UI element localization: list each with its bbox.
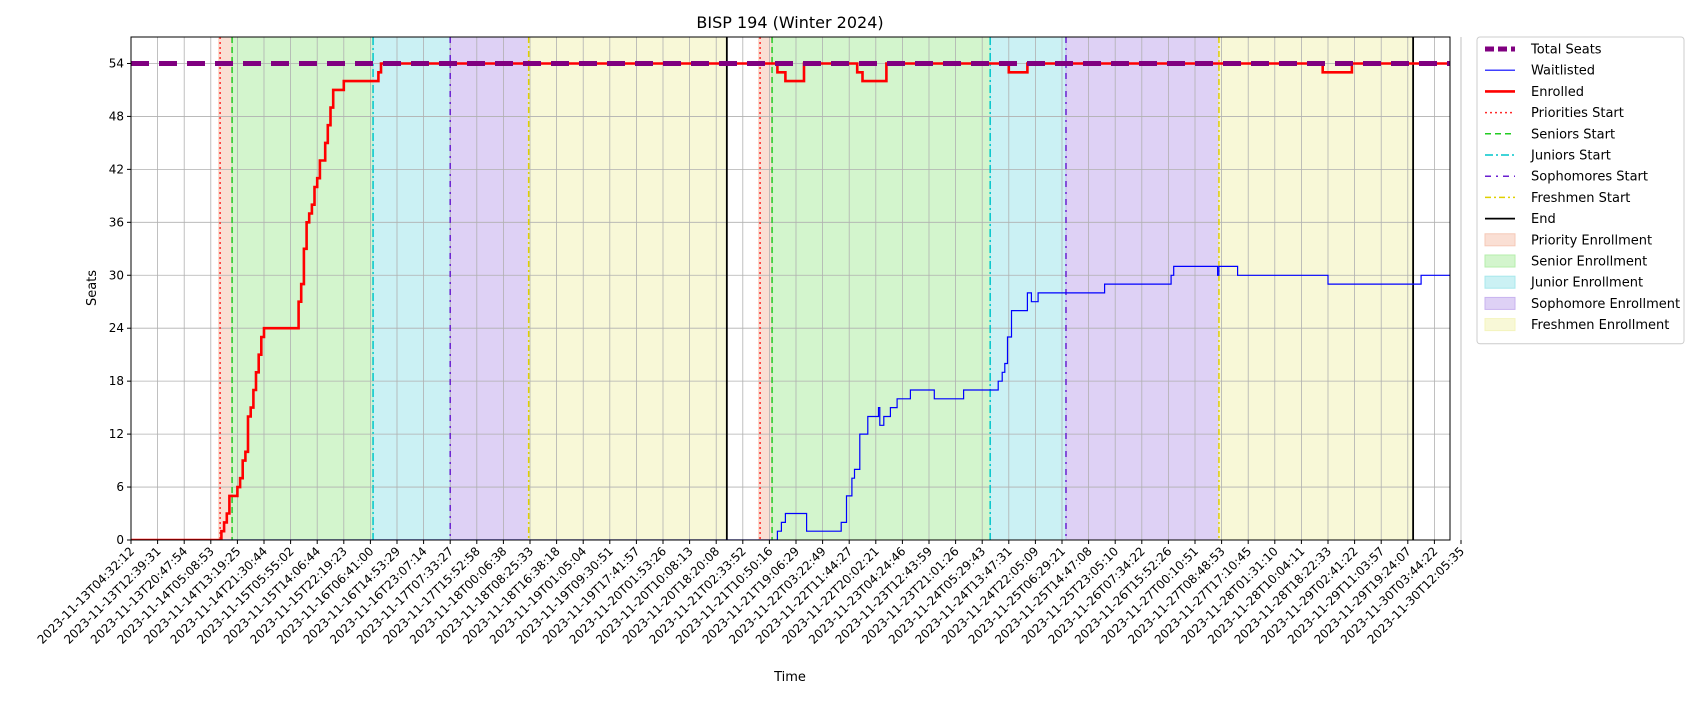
legend-swatch-patch — [1484, 275, 1516, 289]
legend-swatch-patch — [1484, 318, 1516, 332]
plot-frame — [130, 36, 1451, 541]
region-senior-enrollment — [771, 36, 991, 541]
legend-label: Senior Enrollment — [1531, 255, 1647, 270]
legend-label: Priority Enrollment — [1531, 233, 1652, 248]
region-freshmen-enrollment — [528, 36, 728, 541]
y-tick-label: 30 — [109, 268, 124, 282]
series-group — [131, 61, 1450, 540]
legend-label: Juniors Start — [1530, 149, 1611, 164]
x-axis-label: Time — [773, 670, 806, 685]
y-tick-label: 18 — [109, 374, 124, 388]
legend-label: Waitlisted — [1531, 64, 1595, 79]
legend-label: Enrolled — [1531, 85, 1584, 100]
legend-swatch-patch — [1484, 296, 1516, 310]
legend-swatch-patch — [1484, 254, 1516, 268]
legend-swatch-patch — [1484, 233, 1516, 247]
grid — [130, 37, 1462, 541]
legend-label: Seniors Start — [1531, 127, 1615, 142]
y-tick-label: 48 — [109, 109, 124, 123]
plot-area — [130, 36, 1462, 541]
legend-label: Freshmen Start — [1531, 191, 1630, 206]
legend: Total Seats Waitlisted Enrolled Priorities … — [1476, 36, 1685, 345]
series-line-waitlisted — [131, 265, 1450, 540]
region-junior-enrollment — [989, 36, 1067, 541]
legend-label: End — [1531, 212, 1556, 227]
legend-label: Total Seats — [1530, 43, 1602, 58]
legend-label: Freshmen Enrollment — [1531, 318, 1669, 333]
y-tick-label: 24 — [109, 321, 124, 335]
y-tick-label: 6 — [116, 480, 124, 494]
y-tick-label: 36 — [109, 215, 124, 229]
legend-frame — [1476, 36, 1685, 345]
y-tick-label: 12 — [109, 427, 124, 441]
legend-label: Sophomore Enrollment — [1531, 297, 1680, 312]
y-tick-label: 54 — [109, 56, 124, 70]
legend-label: Junior Enrollment — [1530, 276, 1643, 291]
legend-label: Sophomores Start — [1531, 170, 1648, 185]
region-freshmen-enrollment — [1218, 36, 1414, 541]
y-tick-label: 0 — [116, 533, 124, 547]
chart-title: BISP 194 (Winter 2024) — [696, 13, 883, 32]
y-axis-label: Seats — [85, 270, 100, 306]
region-sophomore-enrollment — [449, 36, 530, 541]
region-junior-enrollment — [372, 36, 451, 541]
series-line-enrolled — [131, 62, 1450, 540]
region-senior-enrollment — [231, 36, 374, 541]
legend-label: Priorities Start — [1531, 106, 1624, 121]
y-tick-label: 42 — [109, 162, 124, 176]
